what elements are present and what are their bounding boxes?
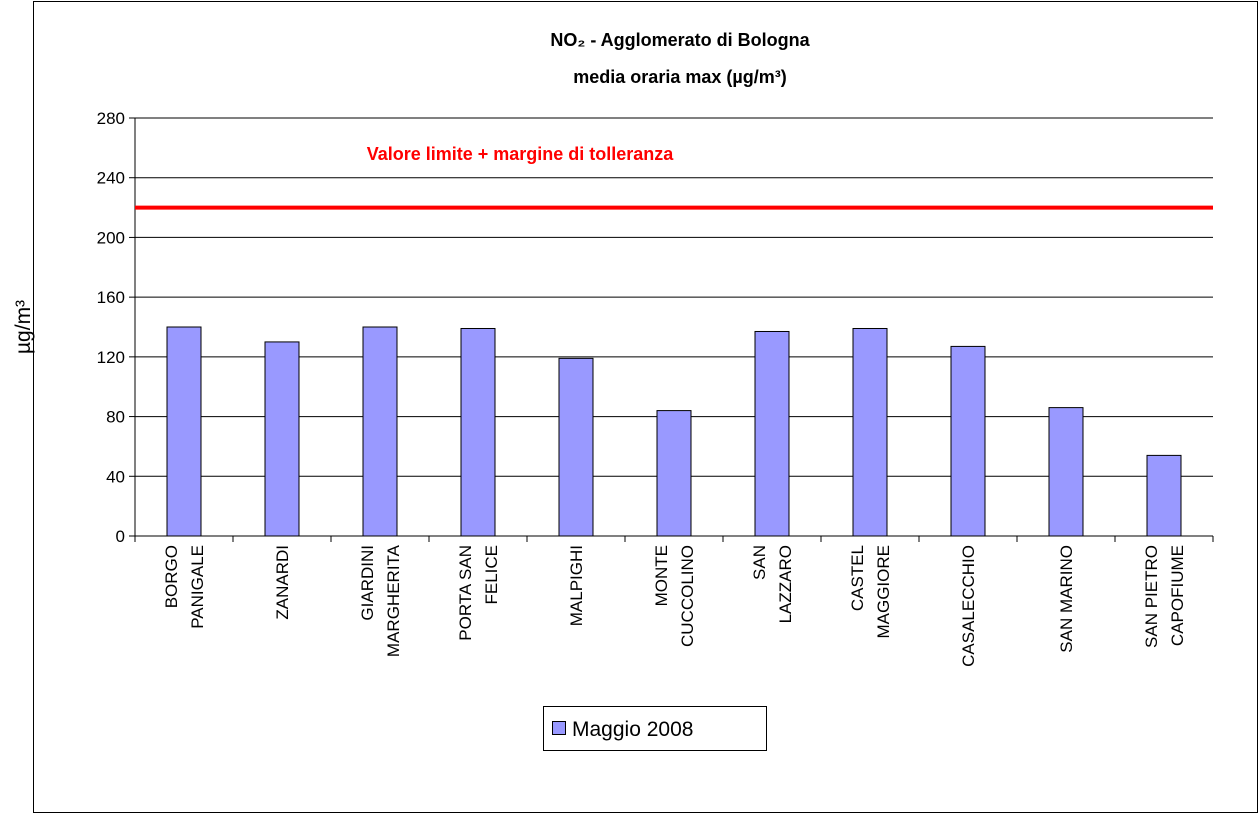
x-tick-label: MONTE CUCCOLINO <box>652 545 697 647</box>
x-tick-label: MALPIGHI <box>567 545 586 626</box>
x-tick-label: CASALECCHIO <box>959 545 978 667</box>
y-tick-label: 160 <box>97 288 125 307</box>
y-tick-label: 120 <box>97 348 125 367</box>
bar <box>558 357 594 537</box>
y-tick-label: 200 <box>97 228 125 247</box>
y-tick-label: 240 <box>97 169 125 188</box>
legend-label: Maggio 2008 <box>572 718 693 741</box>
x-tick-label: BORGO PANIGALE <box>162 545 207 629</box>
bar <box>460 327 496 537</box>
bar <box>1048 407 1084 537</box>
y-tick-label: 80 <box>106 408 125 427</box>
y-axis-label: µg/m³ <box>12 300 35 354</box>
legend-box <box>543 706 767 751</box>
x-tick-label: ZANARDI <box>273 545 292 620</box>
legend-swatch <box>552 721 566 735</box>
bar <box>950 345 986 537</box>
x-tick-label: GIARDINI MARGHERITA <box>358 544 403 657</box>
bar <box>362 326 398 537</box>
bar <box>264 341 300 537</box>
x-tick-label: SAN PIETRO CAPOFIUME <box>1142 545 1187 648</box>
bar <box>852 327 888 537</box>
bar <box>166 326 202 537</box>
chart-title: NO₂ - Agglomerato di Bologna <box>550 30 810 50</box>
reference-label: Valore limite + margine di tolleranza <box>367 144 675 164</box>
x-tick-label: SAN MARINO <box>1057 545 1076 653</box>
y-tick-label: 0 <box>116 527 125 546</box>
y-tick-label: 40 <box>106 467 125 486</box>
x-tick-label: PORTA SAN FELICE <box>456 545 501 641</box>
chart-subtitle: media oraria max (µg/m³) <box>573 67 786 87</box>
y-tick-label: 280 <box>97 109 125 128</box>
bar <box>1146 454 1182 537</box>
bar <box>754 330 790 537</box>
bar <box>656 410 692 537</box>
x-tick-label: SAN LAZZARO <box>750 545 795 623</box>
x-tick-label: CASTEL MAGGIORE <box>848 545 893 639</box>
